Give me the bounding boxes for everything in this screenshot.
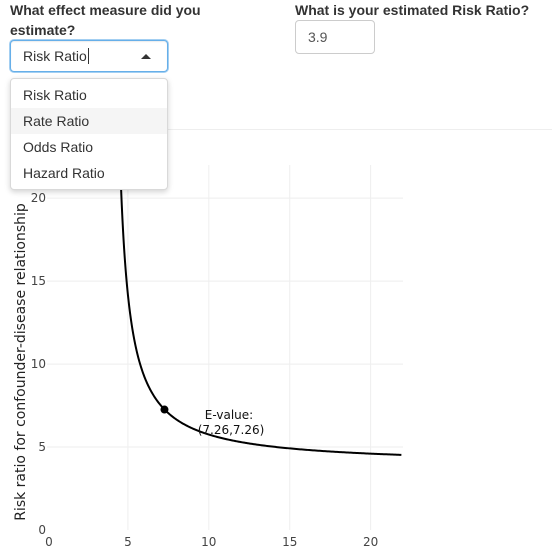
evalue-annotation-title: E-value:: [205, 408, 253, 422]
x-tick-label: 15: [282, 535, 297, 549]
option-odds-ratio[interactable]: Odds Ratio: [23, 139, 94, 155]
y-tick-label: 20: [31, 191, 46, 205]
x-tick-label: 0: [45, 535, 53, 549]
y-tick-label: 15: [31, 274, 46, 288]
x-tick-label: 10: [201, 535, 216, 549]
evalue-point: [160, 405, 169, 414]
section-divider: [168, 129, 552, 130]
x-tick-label: 5: [124, 535, 132, 549]
option-rate-ratio[interactable]: Rate Ratio: [11, 108, 167, 134]
y-tick-label: 5: [38, 440, 46, 454]
effect-measure-label: What effect measure did you estimate?: [10, 2, 201, 38]
option-hazard-ratio[interactable]: Hazard Ratio: [23, 165, 105, 181]
selected-measure: Risk Ratio: [23, 48, 89, 64]
risk-ratio-input[interactable]: [295, 20, 375, 54]
x-tick-label: 20: [363, 535, 378, 549]
option-risk-ratio[interactable]: Risk Ratio: [23, 87, 87, 103]
y-tick-label: 10: [31, 357, 46, 371]
evalue-curve: [119, 162, 402, 456]
evalue-annotation-coords: (7.26,7.26): [198, 423, 265, 437]
y-tick-label: 0: [38, 523, 46, 537]
risk-ratio-label: What is your estimated Risk Ratio?: [295, 2, 530, 18]
effect-measure-select[interactable]: Risk Ratio: [10, 40, 168, 72]
chevron-up-icon[interactable]: [141, 54, 151, 59]
effect-measure-dropdown: Risk Ratio Rate Ratio Odds Ratio Hazard …: [10, 78, 168, 190]
y-axis-label: Risk ratio for confounder-disease relati…: [13, 203, 29, 521]
